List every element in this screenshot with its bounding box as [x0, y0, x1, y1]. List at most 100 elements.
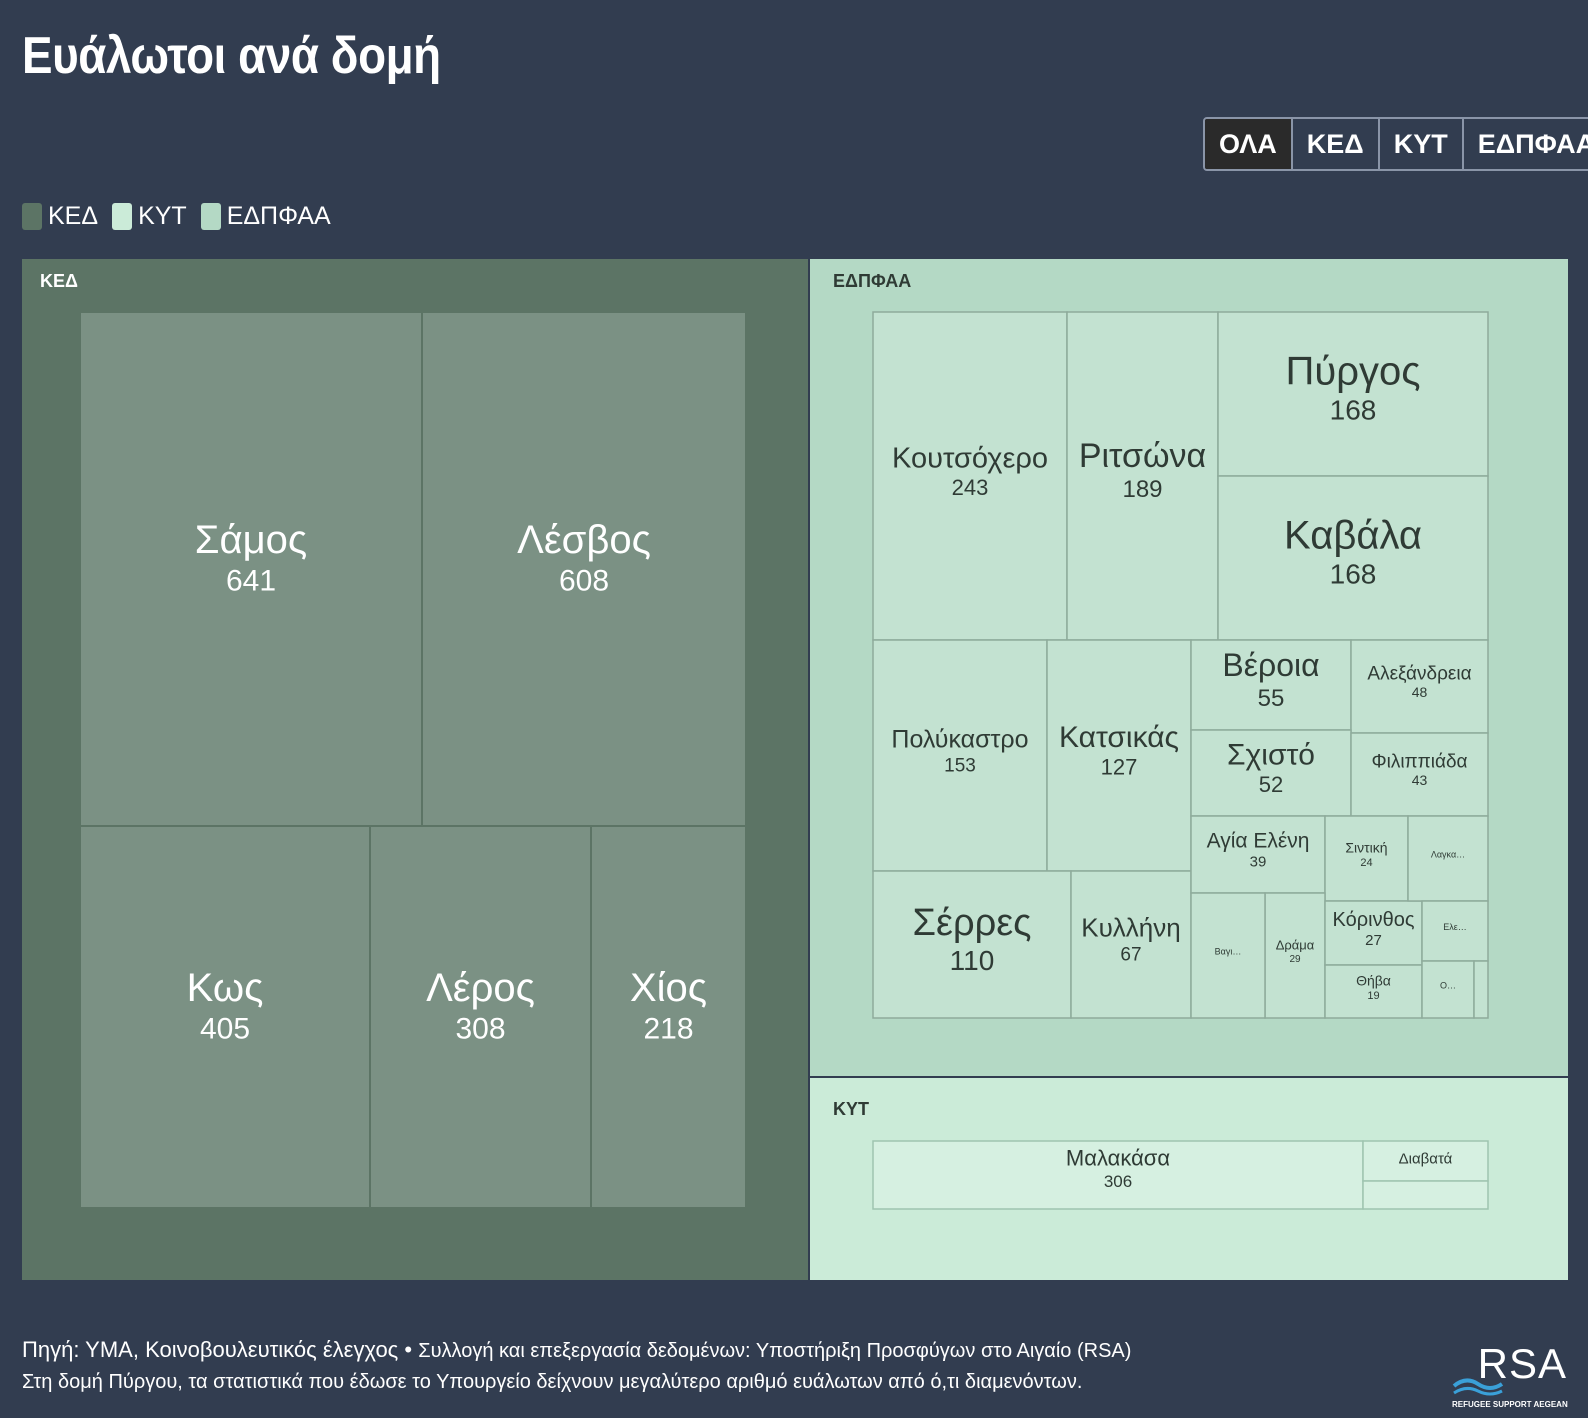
- cell-value: 29: [1289, 954, 1301, 965]
- group-label-edpfaa: ΕΔΠΦΑΑ: [833, 271, 911, 291]
- cell-εδπφαα-0[interactable]: [872, 311, 1068, 641]
- cell-κυτ-0[interactable]: [872, 1140, 1364, 1210]
- cell-κεδ-4[interactable]: [590, 825, 747, 1209]
- cell-εδπφαα-1[interactable]: [1066, 311, 1219, 641]
- cell-value: 67: [1120, 944, 1141, 965]
- source-text: Πηγή: ΥΜΑ, Κοινοβουλευτικός έλεγχος: [22, 1337, 399, 1362]
- cell-εδπφαα-16[interactable]: [1324, 964, 1423, 1019]
- cell-label: Σιντική: [1345, 839, 1387, 855]
- cell-label: Κουτσόχερο: [892, 443, 1048, 475]
- collection-text: Συλλογή και επεξεργασία δεδομένων: Υποστ…: [418, 1340, 1132, 1362]
- rsa-logo: RSA REFUGEE SUPPORT AEGEAN: [1452, 1340, 1568, 1410]
- cell-label: Αλεξάνδρεια: [1367, 664, 1471, 685]
- cell-value: 52: [1259, 772, 1283, 797]
- cell-value: 218: [643, 1013, 693, 1046]
- cell-label: Κυλλήνη: [1081, 913, 1180, 943]
- cell-εδπφαα-19[interactable]: [1421, 900, 1489, 962]
- cell-εδπφαα-11[interactable]: [1350, 732, 1489, 817]
- cell-label: Πύργος: [1285, 349, 1420, 393]
- cell-value: 24: [1360, 857, 1372, 869]
- logo-text: RSA: [1477, 1340, 1567, 1387]
- cell-label: Διαβατά: [1399, 1150, 1453, 1167]
- cell-κεδ-2[interactable]: [79, 825, 371, 1209]
- cell-εδπφαα-12[interactable]: [1190, 815, 1326, 894]
- cell-value: 19: [1367, 990, 1379, 1002]
- cell-value: 306: [1104, 1172, 1132, 1191]
- cell-εδπφαα-14[interactable]: [1324, 900, 1423, 966]
- cell-label: Ο…: [1440, 981, 1456, 991]
- group-label-ked: ΚΕΔ: [40, 271, 78, 291]
- cell-κυτ-1[interactable]: [1362, 1140, 1489, 1182]
- legend-label-kyt: ΚΥΤ: [138, 202, 187, 230]
- group-label-kyt: ΚΥΤ: [833, 1099, 869, 1119]
- cell-value: 405: [200, 1013, 250, 1046]
- cell-label: Ελε…: [1443, 922, 1467, 932]
- footer-source: Πηγή: ΥΜΑ, Κοινοβουλευτικός έλεγχος • Συ…: [22, 1337, 1131, 1363]
- legend-item-kyt[interactable]: ΚΥΤ: [112, 202, 187, 231]
- cell-εδπφαα-8[interactable]: [1190, 639, 1352, 731]
- legend-swatch-kyt: [112, 203, 133, 230]
- cell-value: 39: [1250, 853, 1267, 870]
- cell-label: Δράμα: [1276, 938, 1315, 953]
- cell-εδπφαα-4[interactable]: [872, 639, 1048, 872]
- cell-label: Κόρινθος: [1333, 909, 1415, 931]
- cell-label: Σέρρες: [913, 902, 1032, 944]
- cell-value: 608: [559, 565, 609, 598]
- cell-value: 27: [1365, 932, 1382, 949]
- cell-value: 168: [1330, 394, 1377, 425]
- cell-label: Σάμος: [195, 518, 307, 562]
- cell-value: 308: [455, 1013, 505, 1046]
- cell-εδπφαα-20[interactable]: [1421, 960, 1475, 1019]
- legend-label-ked: ΚΕΔ: [48, 202, 99, 230]
- cell-value: 110: [950, 945, 995, 976]
- cell-εδπφαα-5[interactable]: [1046, 639, 1192, 872]
- cell-εδπφαα-15[interactable]: [1324, 815, 1409, 902]
- legend-swatch-ked: [22, 203, 42, 230]
- cell-κεδ-3[interactable]: [369, 825, 592, 1209]
- page-title: Ευάλωτοι ανά δομή: [22, 27, 441, 85]
- cell-εδπφαα-17[interactable]: [1190, 892, 1266, 1019]
- cell-εδπφαα-3[interactable]: [1217, 475, 1489, 641]
- filter-tabs: ΟΛΑ ΚΕΔ ΚΥΤ ΕΔΠΦΑΑ: [1203, 117, 1588, 171]
- cell-value: 55: [1258, 685, 1285, 712]
- cell-value: 641: [226, 565, 276, 598]
- cell-εδπφαα-18[interactable]: [1407, 815, 1489, 902]
- tab-all[interactable]: ΟΛΑ: [1205, 119, 1291, 169]
- legend-item-ked[interactable]: ΚΕΔ: [22, 202, 98, 231]
- cell-label: Βέροια: [1222, 647, 1319, 683]
- cell-label: Ριτσώνα: [1079, 437, 1206, 475]
- cell-edpfaa-sliver[interactable]: [1473, 960, 1489, 1019]
- cell-label: Θήβα: [1356, 972, 1391, 988]
- cell-label: Κως: [187, 966, 264, 1010]
- cell-εδπφαα-10[interactable]: [1350, 639, 1489, 734]
- tab-kyt[interactable]: ΚΥΤ: [1377, 119, 1462, 169]
- cell-label: Αγία Ελένη: [1207, 830, 1310, 853]
- cell-label: Χίος: [630, 966, 707, 1010]
- cell-label: Πολύκαστρο: [891, 726, 1028, 754]
- cell-label: Καβάλα: [1284, 513, 1422, 557]
- cell-value: 189: [1122, 476, 1162, 503]
- cell-label: Λαγκα…: [1431, 850, 1465, 860]
- tab-edpfaa[interactable]: ΕΔΠΦΑΑ: [1461, 119, 1588, 169]
- cell-value: 43: [1412, 772, 1428, 788]
- cell-value: 243: [952, 475, 989, 500]
- cell-εδπφαα-9[interactable]: [1190, 729, 1352, 817]
- cell-εδπφαα-2[interactable]: [1217, 311, 1489, 477]
- legend: ΚΕΔ ΚΥΤ ΕΔΠΦΑΑ: [22, 202, 331, 231]
- cell-label: Φιλιππιάδα: [1371, 752, 1467, 773]
- cell-label: Κατσικάς: [1059, 721, 1179, 754]
- wave-icon: [1452, 1378, 1504, 1396]
- cell-value: 48: [1412, 684, 1428, 700]
- legend-label-edpfaa: ΕΔΠΦΑΑ: [226, 202, 331, 230]
- cell-label: Λέσβος: [517, 518, 651, 562]
- cell-κεδ-1[interactable]: [421, 311, 747, 827]
- cell-value: 127: [1101, 755, 1138, 780]
- tab-ked[interactable]: ΚΕΔ: [1290, 119, 1378, 169]
- cell-kyt-small[interactable]: [1362, 1180, 1489, 1210]
- source-separator: •: [404, 1337, 413, 1362]
- cell-label: Λέρος: [426, 966, 535, 1010]
- legend-item-edpfaa[interactable]: ΕΔΠΦΑΑ: [200, 202, 331, 231]
- cell-value: 153: [944, 755, 976, 776]
- cell-εδπφαα-7[interactable]: [1070, 870, 1192, 1019]
